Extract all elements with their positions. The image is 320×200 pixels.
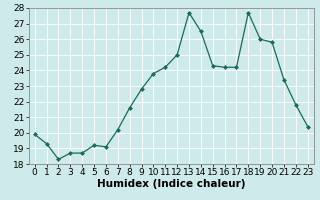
X-axis label: Humidex (Indice chaleur): Humidex (Indice chaleur) [97, 179, 245, 189]
